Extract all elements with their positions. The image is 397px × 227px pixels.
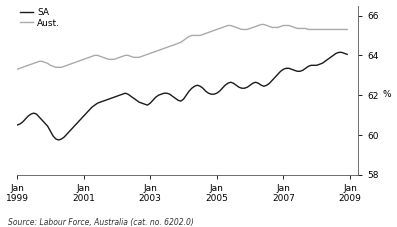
Aust.	[278, 25, 283, 28]
Line: Aust.: Aust.	[17, 25, 347, 69]
Text: Source: Labour Force, Australia (cat. no. 6202.0): Source: Labour Force, Australia (cat. no…	[8, 218, 194, 227]
SA	[278, 70, 283, 73]
SA	[339, 51, 344, 54]
Aust.	[84, 57, 89, 60]
SA	[106, 98, 111, 101]
Aust.	[242, 28, 247, 31]
SA	[200, 87, 205, 90]
SA	[56, 139, 61, 141]
SA	[87, 109, 92, 111]
Aust.	[104, 57, 108, 60]
SA	[337, 51, 341, 54]
SA	[15, 124, 19, 126]
Aust.	[15, 68, 19, 71]
SA	[245, 86, 250, 89]
Aust.	[345, 28, 349, 31]
Aust.	[259, 23, 264, 26]
Aust.	[198, 34, 202, 37]
Aust.	[337, 28, 341, 31]
Line: SA: SA	[17, 52, 347, 140]
Legend: SA, Aust.: SA, Aust.	[19, 7, 61, 29]
Y-axis label: %: %	[383, 90, 391, 99]
SA	[345, 53, 349, 56]
